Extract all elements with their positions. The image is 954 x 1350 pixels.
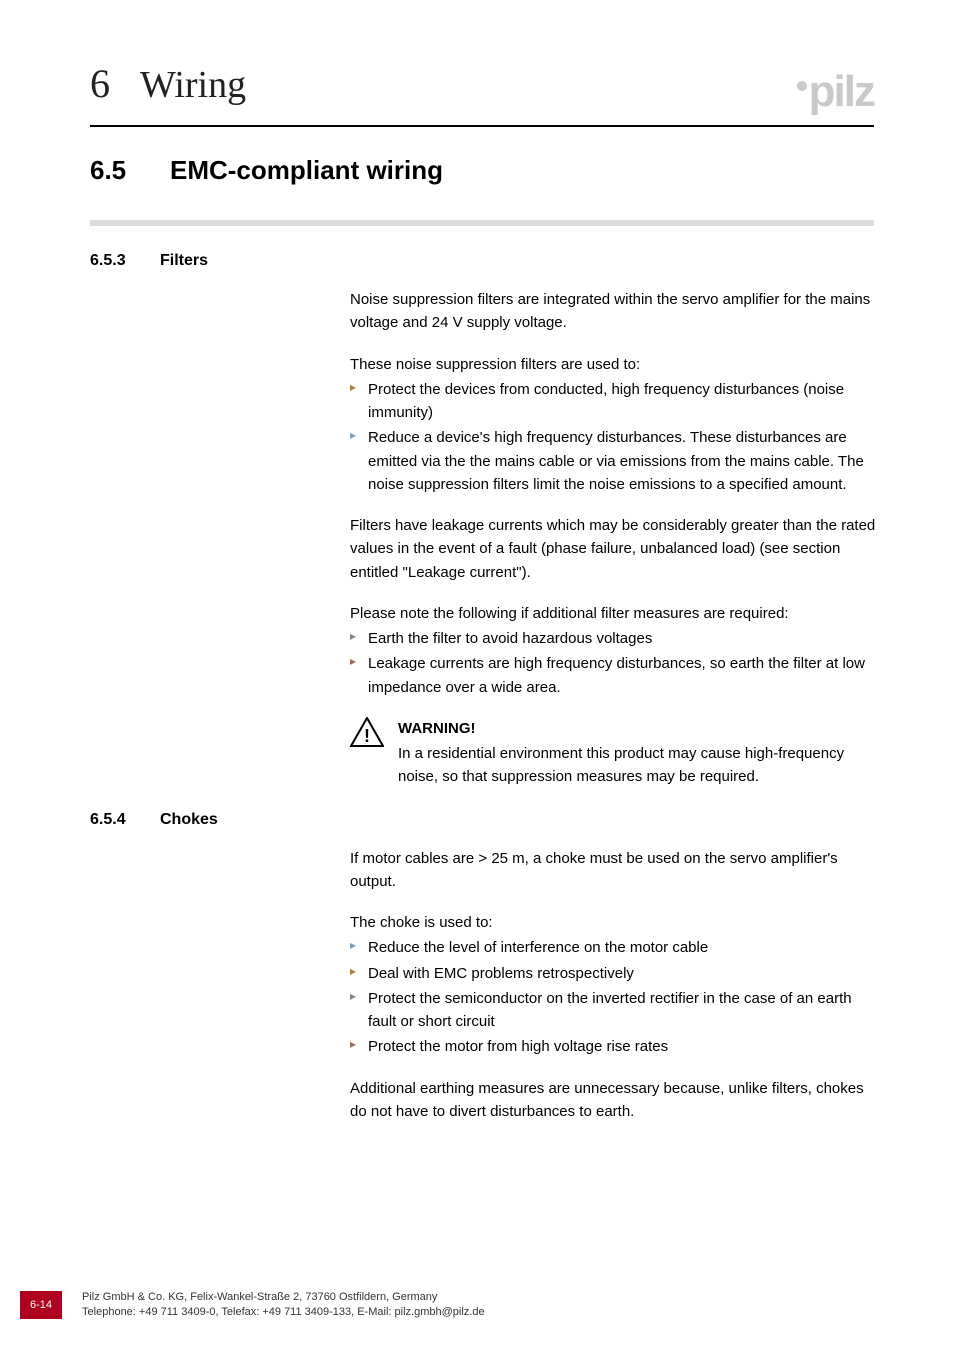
warning-body: In a residential environment this produc…: [398, 742, 880, 789]
header-row: 6 Wiring pilz: [90, 60, 874, 117]
list-item: Earth the filter to avoid hazardous volt…: [350, 627, 880, 650]
pilz-logo: pilz: [797, 67, 874, 117]
logo-text: pilz: [809, 67, 874, 117]
warning-heading: WARNING!: [398, 717, 880, 740]
subsection-title-chokes: Chokes: [160, 811, 218, 829]
page-number-badge: 6-14: [20, 1291, 62, 1319]
list-item: Deal with EMC problems retrospectively: [350, 962, 880, 985]
footer: 6-14 Pilz GmbH & Co. KG, Felix-Wankel-St…: [0, 1290, 954, 1320]
footer-line2: Telephone: +49 711 3409-0, Telefax: +49 …: [82, 1305, 485, 1320]
warning-text: WARNING! In a residential environment th…: [398, 717, 880, 789]
filters-para2: These noise suppression filters are used…: [350, 353, 880, 376]
section-title: EMC-compliant wiring: [170, 155, 443, 186]
warning-box: ! WARNING! In a residential environment …: [350, 717, 880, 789]
section-rule: [90, 220, 874, 226]
filters-list2: Earth the filter to avoid hazardous volt…: [350, 627, 880, 699]
filters-list1: Protect the devices from conducted, high…: [350, 378, 880, 496]
subsection-number-chokes: 6.5.4: [90, 811, 142, 829]
subsection-filters-row: 6.5.3 Filters: [90, 252, 874, 270]
chokes-list1: Reduce the level of interference on the …: [350, 936, 880, 1058]
section-number: 6.5: [90, 155, 142, 186]
chokes-para1: If motor cables are > 25 m, a choke must…: [350, 847, 880, 894]
chapter-number: 6: [90, 60, 110, 107]
svg-text:!: !: [364, 726, 370, 746]
filters-para1: Noise suppression filters are integrated…: [350, 288, 880, 335]
list-item: Protect the devices from conducted, high…: [350, 378, 880, 425]
list-item: Reduce the level of interference on the …: [350, 936, 880, 959]
footer-text: Pilz GmbH & Co. KG, Felix-Wankel-Straße …: [82, 1290, 485, 1320]
list-item: Reduce a device's high frequency disturb…: [350, 426, 880, 496]
header-rule: [90, 125, 874, 127]
chokes-para3: Additional earthing measures are unneces…: [350, 1077, 880, 1124]
header-left: 6 Wiring: [90, 60, 246, 107]
section-row: 6.5 EMC-compliant wiring: [90, 155, 874, 186]
filters-para4: Please note the following if additional …: [350, 602, 880, 625]
list-item: Protect the motor from high voltage rise…: [350, 1035, 880, 1058]
subsection-chokes-row: 6.5.4 Chokes: [90, 811, 874, 829]
chokes-para2: The choke is used to:: [350, 911, 880, 934]
subsection-title-filters: Filters: [160, 252, 208, 270]
warning-icon: !: [350, 717, 384, 789]
list-item: Leakage currents are high frequency dist…: [350, 652, 880, 699]
chokes-body: If motor cables are > 25 m, a choke must…: [350, 847, 880, 1124]
logo-dot-icon: [797, 81, 807, 91]
filters-para3: Filters have leakage currents which may …: [350, 514, 880, 584]
subsection-number-filters: 6.5.3: [90, 252, 142, 270]
filters-body: Noise suppression filters are integrated…: [350, 288, 880, 789]
list-item: Protect the semiconductor on the inverte…: [350, 987, 880, 1034]
page: 6 Wiring pilz 6.5 EMC-compliant wiring 6…: [0, 0, 954, 1350]
footer-line1: Pilz GmbH & Co. KG, Felix-Wankel-Straße …: [82, 1290, 485, 1305]
chapter-title: Wiring: [140, 63, 246, 107]
